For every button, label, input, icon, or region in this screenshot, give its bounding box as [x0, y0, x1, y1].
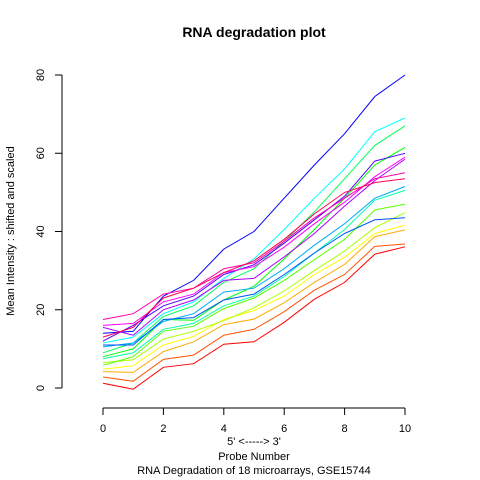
series-line-8 [102, 125, 406, 354]
series-line-5 [102, 212, 406, 364]
series-line-11 [102, 186, 406, 348]
x-ticks: 0 2 4 6 8 10 [100, 408, 411, 435]
y-tick-label: 80 [35, 69, 47, 81]
series-line-10 [102, 117, 406, 344]
series-line-18 [102, 178, 406, 338]
x-tick-label: 6 [281, 423, 287, 435]
y-axis-label: Mean Intensity : shifted and scaled [5, 146, 17, 315]
series-line-7 [102, 146, 406, 358]
series-line-4 [102, 224, 406, 370]
x-tick-label: 10 [399, 423, 411, 435]
x-tick-label: 0 [100, 423, 106, 435]
series-line-12 [103, 217, 406, 346]
series-line-15 [102, 158, 406, 336]
x-axis-sublabel: 5' <-----> 3' [227, 436, 281, 448]
y-ticks: 0 20 40 60 80 [35, 69, 62, 391]
series-line-6 [102, 203, 406, 366]
chart-title: RNA degradation plot [182, 24, 326, 40]
x-axis-label: Probe Number [218, 451, 290, 463]
series-line-14 [102, 152, 406, 342]
series-line-2 [102, 243, 406, 382]
series-group [102, 74, 406, 390]
x-tick-label: 8 [342, 423, 348, 435]
y-tick-label: 0 [35, 385, 47, 391]
series-line-17 [102, 172, 406, 320]
axes: 0 2 4 6 8 10 0 20 40 60 80 [35, 69, 411, 435]
series-line-16 [102, 156, 406, 326]
series-line-1 [102, 246, 406, 390]
x-tick-label: 2 [160, 423, 166, 435]
series-line-9 [102, 189, 406, 360]
y-tick-label: 20 [35, 304, 47, 316]
chart-caption: RNA Degradation of 18 microarrays, GSE15… [137, 465, 371, 477]
series-line-3 [102, 229, 406, 373]
x-tick-label: 4 [221, 423, 227, 435]
y-tick-label: 60 [35, 147, 47, 159]
y-tick-label: 40 [35, 225, 47, 237]
